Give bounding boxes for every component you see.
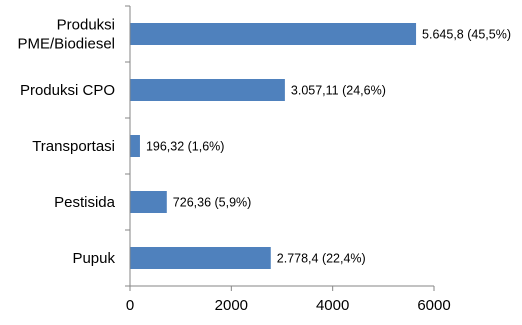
category-label-line: PME/Biodiesel <box>17 36 115 53</box>
category-label-line: Pupuk <box>72 250 115 267</box>
category-label-line: Transportasi <box>32 138 115 155</box>
x-tick-label-3: 6000 <box>417 297 450 314</box>
category-label-0: Produksi PME/Biodiesel <box>17 17 115 53</box>
category-label-line: Produksi <box>57 17 115 34</box>
bar-0 <box>130 23 417 45</box>
category-label-4: Pupuk <box>72 250 115 267</box>
axes <box>125 5 435 291</box>
labels-layer: 5.645,8 (45,5%) Produksi PME/Biodiesel 3.05… <box>17 17 511 315</box>
x-tick-label-2: 4000 <box>316 297 349 314</box>
category-label-2: Transportasi <box>32 138 115 155</box>
data-label-4: 2.778,4 (22,4%) <box>277 252 366 266</box>
category-label-line: Pestisida <box>54 194 116 211</box>
category-label-3: Pestisida <box>54 194 116 211</box>
data-label-2: 196,32 (1,6%) <box>146 140 225 154</box>
bars-layer <box>130 23 417 269</box>
data-label-1: 3.057,11 (24,6%) <box>291 84 386 98</box>
category-label-line: Produksi CPO <box>20 82 115 99</box>
bar-3 <box>130 191 167 213</box>
bar-4 <box>130 247 271 269</box>
data-label-3: 726,36 (5,9%) <box>173 196 252 210</box>
category-label-1: Produksi CPO <box>20 82 115 99</box>
x-tick-label-1: 2000 <box>215 297 248 314</box>
bar-2 <box>130 135 140 157</box>
x-tick-label-0: 0 <box>126 297 134 314</box>
bar-1 <box>130 79 285 101</box>
data-label-0: 5.645,8 (45,5%) <box>422 28 511 42</box>
